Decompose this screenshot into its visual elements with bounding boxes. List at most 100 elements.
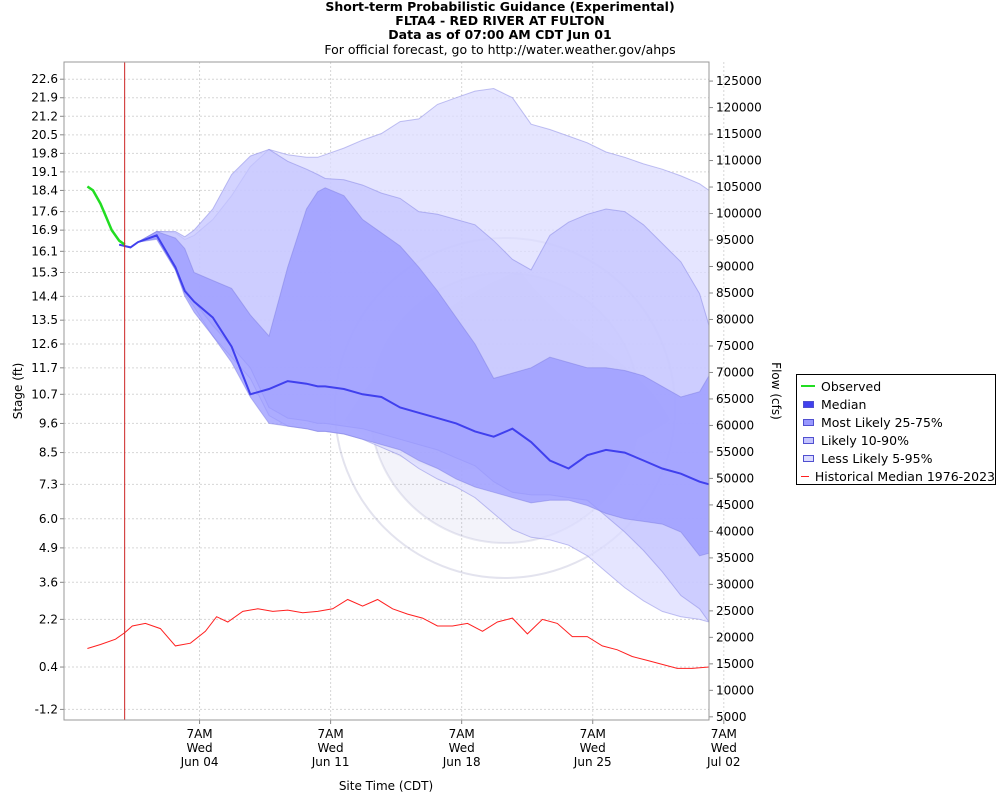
- band-edge-lower-most-likely-25-75: [119, 238, 710, 557]
- y2-tick-label: 15000: [716, 657, 754, 671]
- chart-header: Short-term Probabilistic Guidance (Exper…: [0, 0, 1000, 57]
- y2-tick-label: 45000: [716, 498, 754, 512]
- legend-label: Likely 10-90%: [821, 432, 909, 448]
- y2-tick-label: 75000: [716, 339, 754, 353]
- y-tick-label: 16.1: [31, 244, 58, 258]
- y2-tick-label: 10000: [716, 683, 754, 697]
- y2-tick-label: 85000: [716, 286, 754, 300]
- y2-tick-label: 105000: [716, 180, 762, 194]
- y-tick-label: 8.5: [39, 446, 58, 460]
- x-tick-label: 7AM: [580, 727, 606, 741]
- legend-swatch: [803, 418, 814, 426]
- y2-tick-label: 80000: [716, 312, 754, 326]
- y-tick-label: 15.3: [31, 266, 58, 280]
- legend-item-less-likely: Less Likely 5-95%: [797, 449, 995, 467]
- y2-tick-label: 60000: [716, 418, 754, 432]
- y2-tick-label: 50000: [716, 471, 754, 485]
- y2-tick-label: 125000: [716, 74, 762, 88]
- series-historical-median: [87, 598, 710, 669]
- y2-tick-label: 110000: [716, 154, 762, 168]
- band-most-likely-25-75: [119, 187, 709, 556]
- x-tick-label: 7AM: [711, 727, 737, 741]
- y-tick-label: 18.4: [31, 183, 58, 197]
- x-tick-label: 7AM: [318, 727, 344, 741]
- y-axis-title: Stage (ft): [11, 363, 25, 420]
- legend-item-median: Median: [797, 395, 995, 413]
- y-tick-label: 22.6: [31, 72, 58, 86]
- y2-tick-label: 25000: [716, 604, 754, 618]
- legend-item-historical-median: Historical Median 1976-2023: [797, 467, 995, 485]
- x-tick-label: Jun 25: [573, 755, 612, 769]
- y2-tick-label: 90000: [716, 259, 754, 273]
- official-forecast-note: For official forecast, go to http://wate…: [324, 42, 676, 57]
- y-tick-label: 0.4: [39, 660, 58, 674]
- x-tick-label: 7AM: [186, 727, 212, 741]
- y-tick-label: 21.9: [31, 91, 58, 105]
- x-tick-label: Wed: [318, 741, 344, 755]
- y-tick-label: -1.2: [35, 702, 58, 716]
- plot-frame: [63, 61, 710, 721]
- y2-tick-label: 40000: [716, 524, 754, 538]
- y-tick-label: 10.7: [31, 387, 58, 401]
- y2-tick-label: 5000: [716, 710, 747, 724]
- x-tick-label: Wed: [186, 741, 212, 755]
- y-tick-label: 3.6: [39, 575, 58, 589]
- x-tick-label: Wed: [449, 741, 475, 755]
- data-timestamp: Data as of 07:00 AM CDT Jun 01: [388, 27, 612, 42]
- series-median: [118, 234, 710, 486]
- legend-label: Less Likely 5-95%: [821, 450, 933, 466]
- y-tick-label: 2.2: [39, 612, 58, 626]
- y2-tick-label: 35000: [716, 551, 754, 565]
- y2-tick-label: 20000: [716, 630, 754, 644]
- y-tick-label: 7.3: [39, 477, 58, 491]
- y2-axis-title: Flow (cfs): [769, 362, 783, 420]
- y2-tick-label: 115000: [716, 127, 762, 141]
- y2-tick-label: 55000: [716, 445, 754, 459]
- x-tick-label: Jun 04: [180, 755, 219, 769]
- legend-label: Observed: [821, 378, 882, 394]
- y2-tick-label: 100000: [716, 207, 762, 221]
- x-tick-label: Jul 02: [706, 755, 741, 769]
- y-tick-label: 6.0: [39, 512, 58, 526]
- series-lines: [86, 62, 710, 720]
- y-tick-label: 20.5: [31, 128, 58, 142]
- legend-item-likely: Likely 10-90%: [797, 431, 995, 449]
- y2-tick-label: 70000: [716, 365, 754, 379]
- y-tick-label: 4.9: [39, 541, 58, 555]
- y-tick-label: 14.4: [31, 289, 58, 303]
- probability-bands: [119, 87, 710, 623]
- x-tick-label: Jun 18: [442, 755, 481, 769]
- y-tick-label: 19.1: [31, 165, 58, 179]
- x-axis-title: Site Time (CDT): [339, 779, 433, 793]
- band-edge-upper-likely-10-90: [119, 148, 710, 326]
- y2-tick-label: 30000: [716, 577, 754, 591]
- y2-tick-label: 65000: [716, 392, 754, 406]
- x-tick-label: Jun 11: [311, 755, 350, 769]
- station-name: FLTA4 - RED RIVER AT FULTON: [395, 13, 605, 28]
- legend-label: Historical Median 1976-2023: [814, 468, 995, 484]
- x-tick-label: 7AM: [449, 727, 475, 741]
- y-tick-label: 12.6: [31, 337, 58, 351]
- y2-tick-label: 120000: [716, 101, 762, 115]
- axes: -1.2 0.4 2.2 3.6 4.9 6.0 7.3 8.5 9.6 10.7 11.7 12.6…: [31, 61, 762, 769]
- legend-item-observed: Observed: [797, 377, 995, 395]
- y-tick-label: 17.6: [31, 205, 58, 219]
- y-tick-label: 19.8: [31, 146, 58, 160]
- legend-swatch: [801, 475, 809, 477]
- legend-swatch: [803, 436, 814, 444]
- band-edge-upper-most-likely-25-75: [119, 187, 710, 398]
- x-tick-label: Wed: [711, 741, 737, 755]
- y-tick-label: 13.5: [31, 313, 58, 327]
- y-tick-label: 16.9: [31, 223, 58, 237]
- y-tick-label: 21.2: [31, 109, 58, 123]
- y-tick-label: 9.6: [39, 416, 58, 430]
- x-tick-label: Wed: [580, 741, 606, 755]
- legend-label: Median: [821, 396, 867, 412]
- legend-swatch: [801, 385, 815, 387]
- series-observed: [86, 185, 126, 246]
- legend-swatch: [803, 400, 814, 408]
- chart-title: Short-term Probabilistic Guidance (Exper…: [325, 0, 675, 14]
- legend-label: Most Likely 25-75%: [821, 414, 943, 430]
- legend-item-most-likely: Most Likely 25-75%: [797, 413, 995, 431]
